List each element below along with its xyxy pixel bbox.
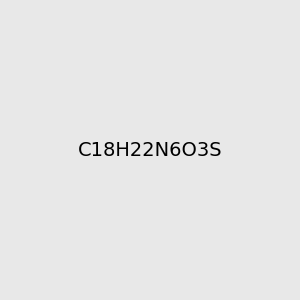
Text: C18H22N6O3S: C18H22N6O3S <box>78 140 222 160</box>
